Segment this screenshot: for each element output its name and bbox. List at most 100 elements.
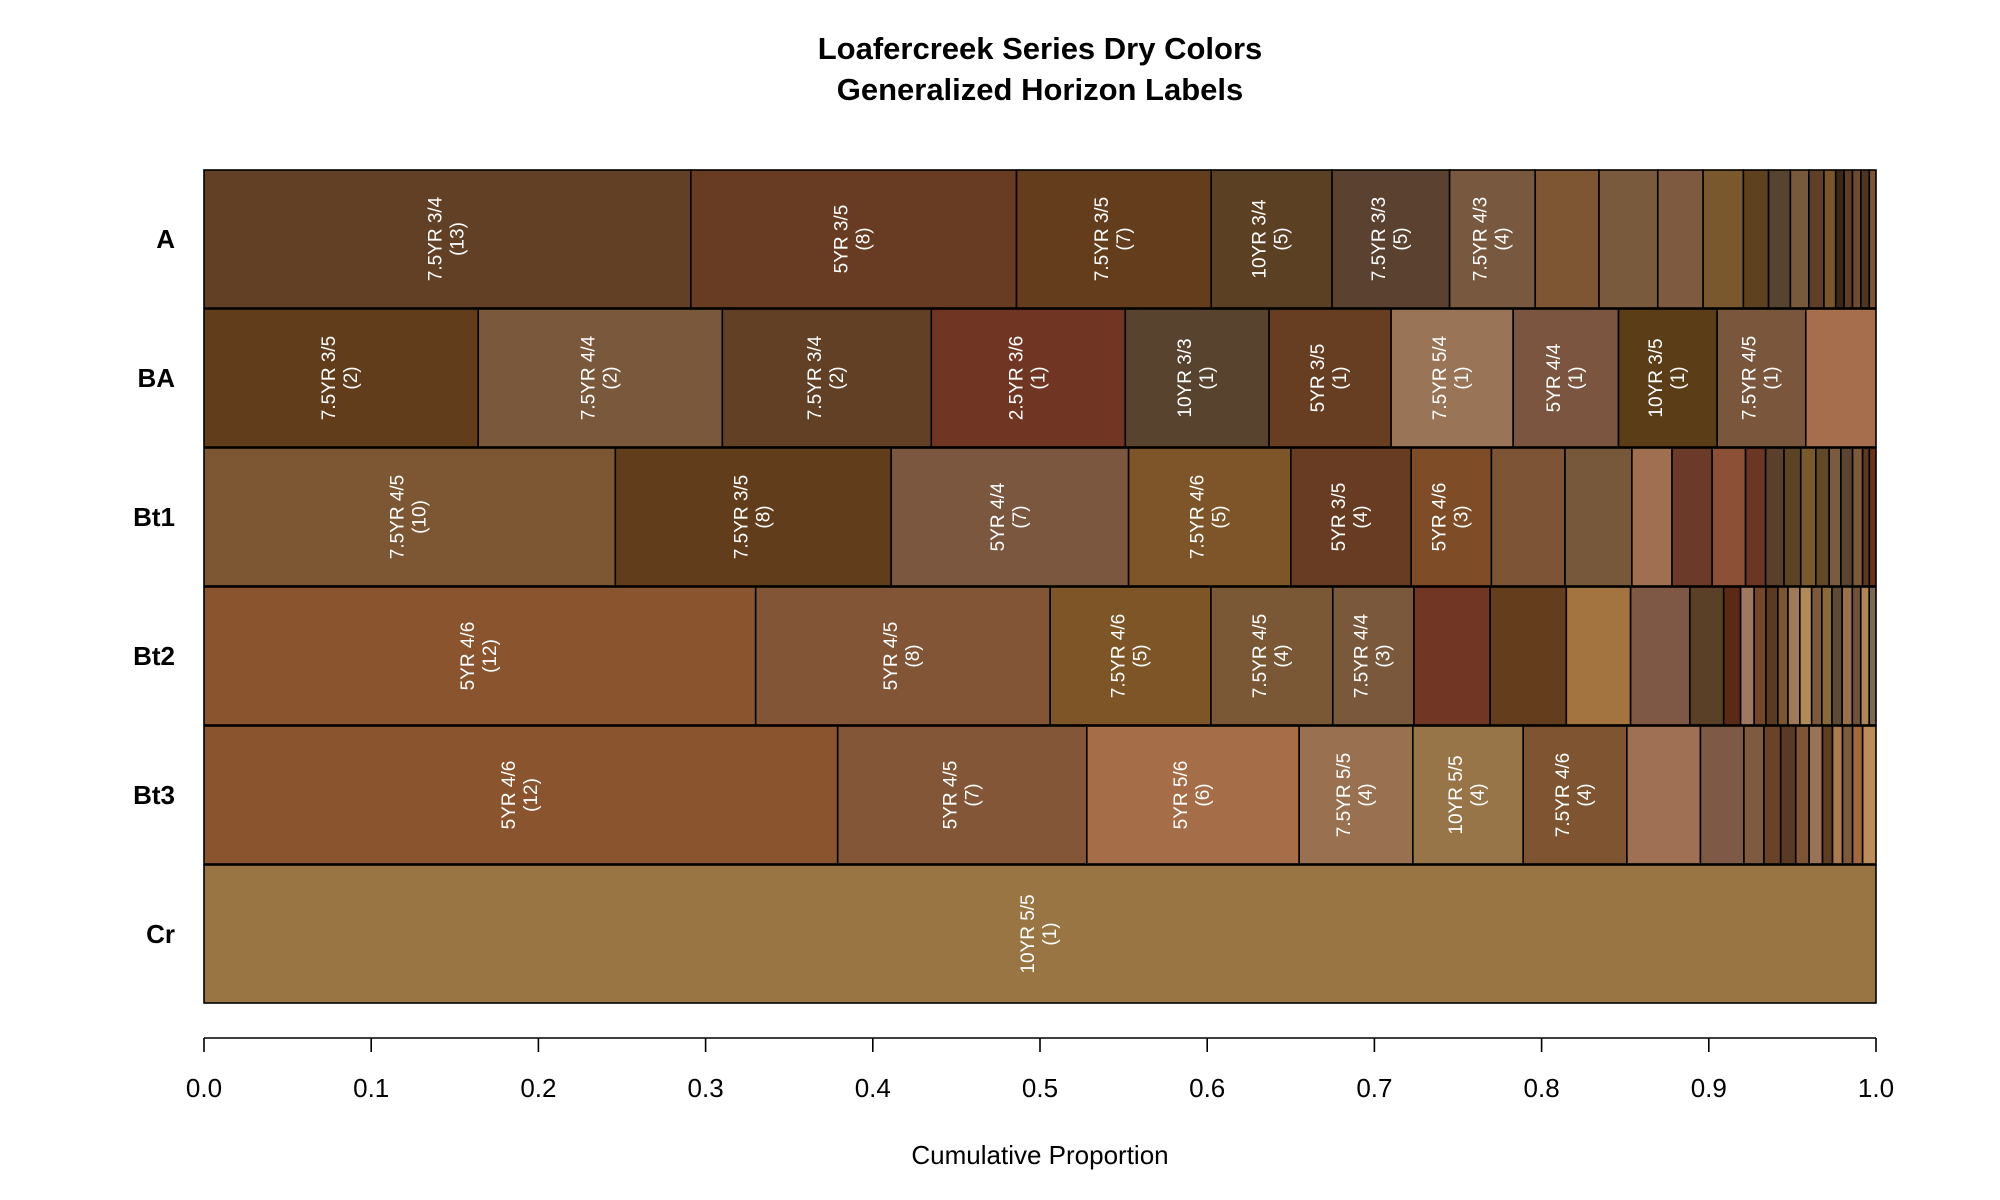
bar-segment (1656, 169, 1704, 309)
segment-color-label: 7.5YR 3/5 (1092, 197, 1113, 282)
bar-segment (1629, 586, 1691, 726)
segment-count-label: (5) (1391, 227, 1412, 250)
x-axis: 0.0 0.1 0.2 0.3 0.4 0.5 0.6 0.7 0.8 0.9 1.0 (186, 1037, 1894, 1103)
bar-segment (1743, 725, 1765, 865)
bar-segment (1015, 169, 1213, 309)
bar-segment (1859, 586, 1871, 726)
segment-count-label: (3) (1451, 505, 1472, 528)
x-tick-label: 0.6 (1189, 1073, 1225, 1103)
bar-segment (1331, 169, 1451, 309)
bar-segment (203, 586, 757, 726)
bar-segment (1127, 447, 1292, 587)
bar-segment (1767, 169, 1792, 309)
bar-segment (1564, 447, 1633, 587)
segment-color-label: 7.5YR 3/4 (425, 196, 446, 281)
bar-segment (1787, 586, 1801, 726)
row-bt2: 5YR 4/6 (12) 5YR 4/5 (8) 7.5YR 4/6 (5) 7.5YR 4… (203, 586, 1877, 726)
bar-segment (1821, 586, 1833, 726)
bar-segment (1840, 447, 1854, 587)
bar-segment (721, 308, 933, 448)
bar-segment (1331, 586, 1415, 726)
bar-segment (1489, 586, 1568, 726)
row-label: Bt2 (133, 641, 175, 671)
x-tick-label: 0.8 (1524, 1073, 1560, 1103)
bar-segment (1808, 169, 1825, 309)
bar-segment (1821, 725, 1834, 865)
bar-segment (1298, 725, 1414, 865)
bar-segment (1831, 725, 1844, 865)
x-axis-title: Cumulative Proportion (911, 1140, 1168, 1170)
segment-color-label: 2.5YR 3/6 (1006, 336, 1027, 421)
bar-segment (614, 447, 892, 587)
bar-segment (203, 447, 617, 587)
bar-segment (1716, 308, 1807, 448)
segment-count-label: (7) (962, 783, 983, 806)
bar-segment (1763, 725, 1782, 865)
x-tick-label: 0.5 (1022, 1073, 1058, 1103)
segment-color-label: 5YR 5/6 (1171, 761, 1192, 830)
segment-count-label: (1) (1668, 366, 1689, 389)
x-tick-label: 0.1 (353, 1073, 389, 1103)
bar-segment (1828, 447, 1842, 587)
bar-segment (1626, 725, 1702, 865)
bar-segment (1810, 586, 1823, 726)
bar-segment (1779, 725, 1797, 865)
bar-segment (1808, 725, 1824, 865)
bar-segment (1868, 169, 1877, 309)
segment-count-label: (1) (1452, 366, 1473, 389)
bar-segment (1861, 725, 1877, 865)
bar-segment (1831, 586, 1843, 726)
bar-segment (1410, 447, 1493, 587)
bar-segment (1851, 586, 1862, 726)
bar-segment (1711, 447, 1747, 587)
segment-count-label: (5) (1210, 505, 1231, 528)
segment-count-label: (1) (1028, 366, 1049, 389)
row-label: A (156, 224, 175, 254)
bar-segment (1689, 586, 1725, 726)
bar-segment (930, 308, 1127, 448)
bar-segment (1841, 725, 1854, 865)
bar-segment (1794, 725, 1810, 865)
segment-color-label: 5YR 3/5 (1308, 344, 1329, 413)
bar-segment (1702, 169, 1745, 309)
segment-count-label: (1) (1330, 366, 1351, 389)
row-labels-layer: A BA Bt1 Bt2 Bt3 Cr (133, 224, 175, 949)
bar-segment (1851, 169, 1862, 309)
row-label: Bt1 (133, 502, 175, 532)
bar-segment (203, 169, 692, 309)
bar-segment (1799, 586, 1813, 726)
x-tick-label: 0.0 (186, 1073, 222, 1103)
segment-color-label: 7.5YR 3/4 (805, 335, 826, 420)
segment-count-label: (2) (827, 366, 848, 389)
segment-count-label: (2) (600, 366, 621, 389)
x-tick-label: 0.3 (688, 1073, 724, 1103)
bar-segment (1699, 725, 1745, 865)
bar-segment (1565, 586, 1632, 726)
segment-count-label: (1) (1197, 366, 1218, 389)
bar-segment (1764, 447, 1785, 587)
bar-segment (1851, 725, 1864, 865)
segment-count-label: (2) (341, 366, 362, 389)
bars-layer: 7.5YR 3/4 (13) 5YR 3/5 (8) 7.5YR 3/5 (7) 10YR … (203, 169, 1877, 1004)
bar-segment (1534, 169, 1600, 309)
segment-color-label: 5YR 4/6 (499, 761, 520, 830)
bar-segment (1868, 447, 1877, 587)
segment-count-label: (8) (903, 644, 924, 667)
bar-segment (1739, 586, 1755, 726)
bar-segment (1049, 586, 1212, 726)
bar-segment (1268, 308, 1392, 448)
bar-segment (1851, 447, 1864, 587)
bar-segment (1799, 447, 1817, 587)
segment-color-label: 7.5YR 3/5 (731, 475, 752, 560)
segment-color-label: 5YR 4/6 (1429, 483, 1450, 552)
segment-count-label: (12) (480, 639, 501, 673)
segment-count-label: (4) (1468, 783, 1489, 806)
bar-segment (1765, 586, 1779, 726)
row-bt3: 5YR 4/6 (12) 5YR 4/5 (7) 5YR 5/6 (6) 7.5YR 5/5… (203, 725, 1877, 865)
bar-segment (890, 447, 1130, 587)
bar-segment (1512, 308, 1620, 448)
segment-color-label: 7.5YR 4/6 (1109, 614, 1130, 699)
segment-count-label: (13) (447, 222, 468, 256)
segment-count-label: (4) (1272, 644, 1293, 667)
segment-count-label: (8) (854, 227, 875, 250)
